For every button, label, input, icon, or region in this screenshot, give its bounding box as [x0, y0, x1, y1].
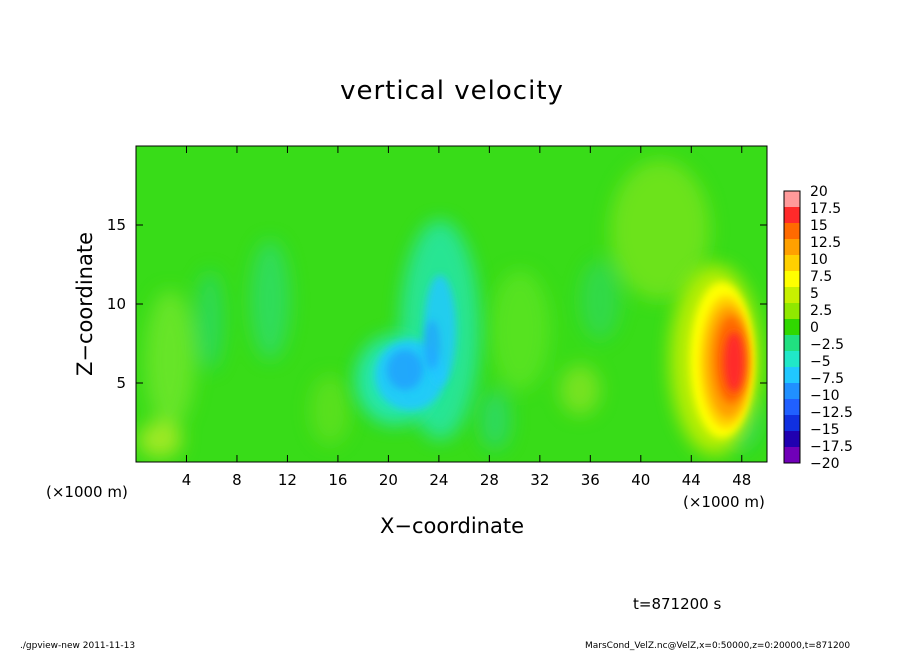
colorbar-label: 2.5 [810, 303, 832, 319]
updraft-region [670, 265, 760, 455]
colorbar-swatch [784, 335, 800, 352]
x-axis-ticks: 4 8 12 16 20 24 28 32 36 40 44 48 [182, 146, 751, 489]
footer-program-date: ./gpview-new 2011-11-13 [20, 641, 136, 651]
colorbar-frame [783, 190, 801, 464]
x-unit-label-right: (×1000 m) [683, 493, 765, 511]
x-tick-label: 40 [631, 471, 650, 489]
x-tick-label: 12 [278, 471, 297, 489]
heatmap-field [136, 146, 767, 462]
x-tick-label: 48 [732, 471, 751, 489]
colorbar-label: 15 [810, 218, 828, 234]
x-tick-label: 24 [429, 471, 448, 489]
colorbar-label: 0 [810, 320, 819, 336]
colorbar-swatch [784, 351, 800, 368]
y-tick-label: 10 [107, 295, 126, 313]
colorbar-label: −10 [810, 388, 840, 404]
colorbar-swatch [784, 431, 800, 448]
colorbar-label: −5 [810, 354, 831, 370]
colorbar-swatch [784, 255, 800, 272]
colorbar-swatch [784, 207, 800, 224]
x-tick-label: 16 [328, 471, 347, 489]
colorbar-swatch [784, 191, 800, 208]
colorbar-label: −12.5 [810, 405, 853, 421]
colorbar-swatch [784, 271, 800, 288]
colorbar-label: 10 [810, 252, 828, 268]
x-tick-label: 28 [480, 471, 499, 489]
chart-title: vertical velocity [340, 76, 564, 106]
colorbar-label: −7.5 [810, 371, 844, 387]
colorbar-swatch [784, 383, 800, 400]
y-tick-label: 5 [116, 374, 126, 392]
x-unit-label-left: (×1000 m) [46, 483, 128, 501]
x-tick-label: 32 [530, 471, 549, 489]
colorbar: 2017.51512.5107.552.50−2.5−5−7.5−10−12.5… [783, 184, 853, 472]
colorbar-swatch [784, 287, 800, 304]
x-tick-label: 20 [379, 471, 398, 489]
colorbar-label: −17.5 [810, 439, 853, 455]
time-label: t=871200 s [633, 595, 722, 613]
colorbar-swatch [784, 319, 800, 336]
x-tick-label: 36 [581, 471, 600, 489]
x-tick-label: 4 [182, 471, 192, 489]
colorbar-swatch [784, 367, 800, 384]
field-texture [138, 160, 760, 458]
x-tick-label: 44 [682, 471, 701, 489]
colorbar-label: 20 [810, 184, 828, 200]
colorbar-label: −20 [810, 456, 840, 472]
colorbar-label: −15 [810, 422, 840, 438]
y-tick-label: 15 [107, 216, 126, 234]
colorbar-swatch [784, 399, 800, 416]
colorbar-swatch [784, 415, 800, 432]
colorbar-label: 12.5 [810, 235, 841, 251]
colorbar-label: −2.5 [810, 337, 844, 353]
colorbar-label: 7.5 [810, 269, 832, 285]
colorbar-label: 5 [810, 286, 819, 302]
colorbar-swatch [784, 303, 800, 320]
colorbar-swatch [784, 239, 800, 256]
colorbar-swatch [784, 447, 800, 464]
footer-data-source: MarsCond_VelZ.nc@VelZ,x=0:50000,z=0:2000… [585, 641, 851, 651]
downdraft-region [355, 220, 480, 440]
x-tick-label: 8 [232, 471, 242, 489]
y-axis-ticks: 5 10 15 [107, 216, 767, 392]
x-axis-label: X−coordinate [380, 514, 524, 538]
colorbar-swatch [784, 223, 800, 240]
colorbar-label: 17.5 [810, 201, 841, 217]
y-axis-label: Z−coordinate [73, 232, 97, 376]
